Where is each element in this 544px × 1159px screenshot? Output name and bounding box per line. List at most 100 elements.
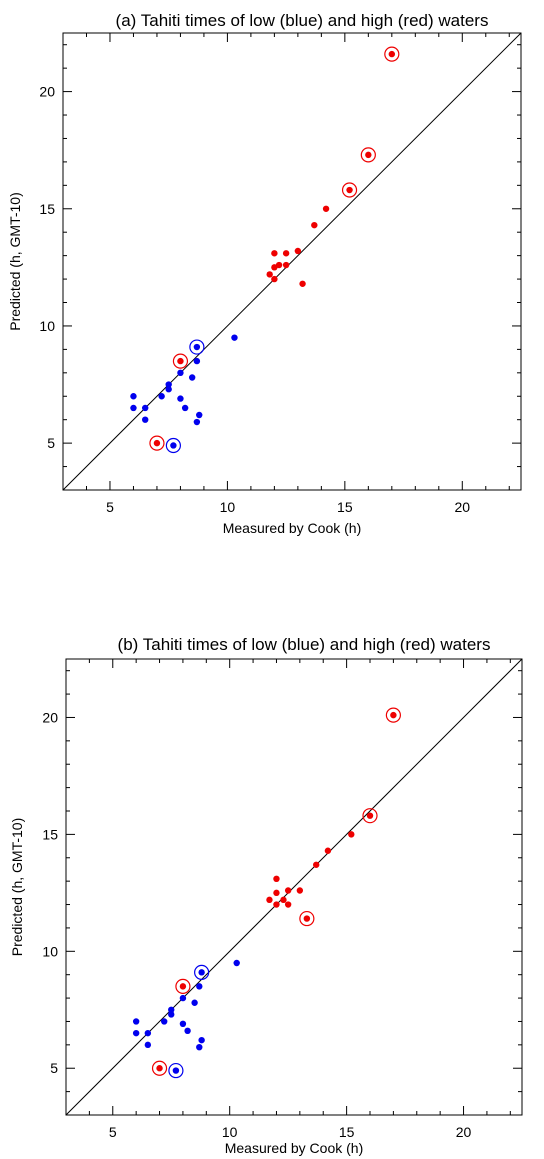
low-water-highlight-ring — [165, 437, 181, 454]
high-water-point — [296, 887, 304, 894]
high-water-point — [366, 812, 374, 819]
low-water-point — [177, 395, 184, 402]
high-water-point — [273, 901, 280, 908]
y-tick-label: 20 — [42, 709, 58, 725]
low-water-point — [193, 357, 201, 365]
low-water-highlight-ring — [194, 964, 210, 980]
high-water-point — [177, 357, 184, 365]
y-axis-title: Predicted (h, GMT-10) — [9, 818, 25, 957]
high-water-point — [284, 901, 292, 908]
low-water-point — [144, 1029, 152, 1037]
chart-title: (a) Tahiti times of low (blue) and high … — [116, 11, 489, 30]
low-water-point — [142, 404, 149, 412]
low-water-point — [165, 381, 172, 388]
low-water-point — [198, 1036, 205, 1044]
high-water-point — [273, 875, 280, 883]
high-water-point — [322, 205, 330, 212]
high-water-highlight-ring — [362, 808, 378, 824]
high-water-point — [348, 831, 355, 838]
low-water-point — [168, 1011, 175, 1018]
high-water-highlight-ring — [151, 1060, 168, 1076]
low-water-point — [191, 999, 198, 1006]
high-water-point — [388, 50, 396, 58]
high-water-point — [294, 247, 302, 255]
x-axis-title: Measured by Cook (h) — [225, 1140, 364, 1156]
low-water-point — [181, 404, 189, 412]
high-water-highlight-ring — [341, 182, 358, 198]
low-water-point — [177, 369, 184, 377]
y-tick-label: 5 — [50, 1060, 58, 1076]
y-tick-label: 10 — [39, 318, 55, 334]
x-axis-title: Measured by Cook (h) — [223, 520, 362, 536]
x-tick-label: 20 — [456, 1124, 472, 1140]
high-water-point — [271, 275, 278, 283]
low-water-highlight-ring — [189, 339, 205, 355]
y-tick-label: 5 — [47, 435, 55, 451]
low-water-point — [132, 1018, 140, 1025]
x-tick-label: 5 — [106, 499, 114, 515]
low-water-point — [198, 969, 205, 976]
low-water-point — [130, 393, 137, 400]
y-tick-label: 20 — [39, 84, 55, 100]
high-water-point — [179, 983, 187, 990]
chart-panel-b: (b) Tahiti times of low (blue) and high … — [9, 635, 523, 1156]
plot-frame — [65, 658, 523, 1116]
low-water-point — [231, 334, 238, 341]
low-water-point — [193, 418, 201, 426]
high-water-highlight-ring — [360, 147, 376, 163]
low-water-point — [168, 1006, 175, 1013]
high-water-point — [311, 221, 318, 229]
low-water-point — [158, 393, 165, 400]
low-water-point — [170, 442, 177, 449]
low-water-point — [193, 343, 201, 351]
high-water-point — [282, 250, 290, 257]
chart-title: (b) Tahiti times of low (blue) and high … — [118, 635, 491, 654]
low-water-point — [142, 416, 149, 423]
high-water-highlight-ring — [149, 435, 165, 451]
x-tick-label: 20 — [454, 499, 470, 515]
high-water-point — [282, 261, 290, 269]
high-water-point — [273, 889, 280, 897]
high-water-highlight-ring — [385, 707, 401, 723]
low-water-point — [233, 959, 240, 967]
low-water-highlight-ring — [168, 1062, 184, 1079]
y-axis-title: Predicted (h, GMT-10) — [7, 192, 23, 331]
high-water-point — [266, 896, 273, 904]
high-water-point — [153, 439, 161, 447]
low-water-point — [172, 1067, 180, 1074]
x-tick-label: 5 — [109, 1124, 117, 1140]
high-water-highlight-ring — [299, 910, 315, 927]
y-tick-label: 15 — [39, 201, 55, 217]
low-water-point — [179, 994, 187, 1002]
high-water-point — [271, 250, 278, 257]
low-water-point — [161, 1018, 168, 1025]
low-water-point — [130, 404, 137, 412]
identity-line — [62, 32, 522, 491]
low-water-point — [196, 1043, 203, 1051]
x-tick-label: 10 — [220, 499, 236, 515]
high-water-point — [346, 186, 353, 194]
low-water-point — [179, 1020, 187, 1027]
high-water-highlight-ring — [172, 353, 189, 369]
high-water-point — [313, 861, 320, 868]
low-water-point — [196, 411, 203, 419]
chart-panel-a: (a) Tahiti times of low (blue) and high … — [7, 11, 522, 536]
high-water-point — [303, 915, 311, 922]
low-water-point — [165, 386, 172, 393]
y-tick-label: 15 — [42, 826, 58, 842]
low-water-point — [184, 1027, 191, 1035]
low-water-point — [196, 983, 203, 990]
high-water-point — [324, 847, 332, 854]
high-water-highlight-ring — [384, 46, 400, 62]
y-tick-label: 10 — [42, 943, 58, 959]
high-water-point — [365, 151, 372, 159]
high-water-point — [156, 1065, 163, 1072]
low-water-point — [144, 1041, 152, 1049]
high-water-point — [284, 887, 292, 894]
high-water-point — [390, 711, 397, 719]
x-tick-label: 15 — [339, 1124, 355, 1140]
high-water-point — [266, 271, 273, 278]
x-tick-label: 15 — [337, 499, 353, 515]
x-tick-label: 10 — [222, 1124, 238, 1140]
plot-frame — [62, 32, 522, 491]
